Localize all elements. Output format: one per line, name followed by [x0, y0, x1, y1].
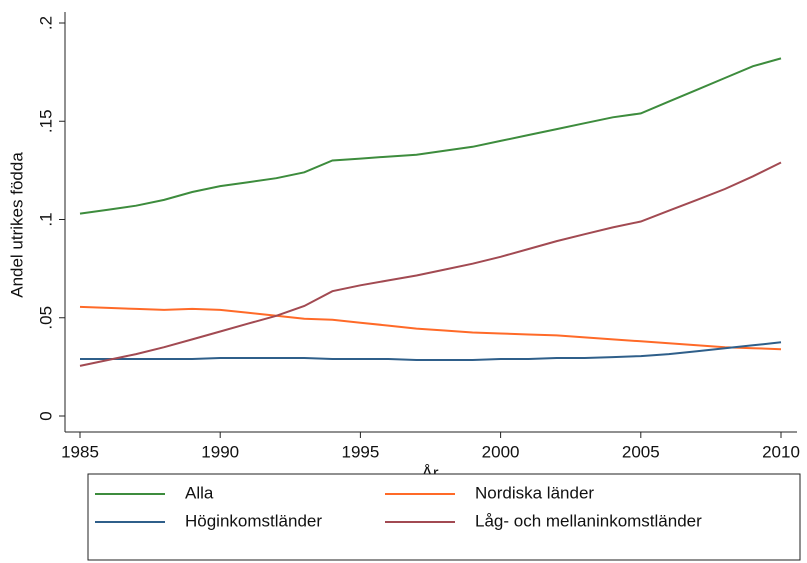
x-tick-label: 1985 — [61, 442, 99, 461]
y-tick-label: .1 — [36, 212, 55, 226]
x-tick-label: 2010 — [762, 442, 800, 461]
series-line — [79, 305, 782, 351]
y-tick-label: .2 — [36, 16, 55, 30]
x-tick-label: 2005 — [622, 442, 660, 461]
legend-box — [87, 473, 801, 561]
y-tick-label: .15 — [36, 109, 55, 133]
series-line — [80, 341, 782, 361]
series-line — [79, 57, 782, 215]
legend-label: Alla — [185, 483, 214, 502]
series-line — [79, 161, 782, 367]
legend-label: Nordiska länder — [475, 483, 594, 502]
legend-label: Höginkomstländer — [185, 511, 322, 530]
y-tick-label: 0 — [36, 411, 55, 420]
x-tick-label: 2000 — [482, 442, 520, 461]
y-axis-label: Andel utrikes födda — [7, 152, 26, 298]
y-tick-label: .05 — [36, 306, 55, 330]
x-tick-label: 1990 — [201, 442, 239, 461]
legend-label: Låg- och mellaninkomstländer — [475, 511, 702, 530]
x-tick-label: 1995 — [341, 442, 379, 461]
